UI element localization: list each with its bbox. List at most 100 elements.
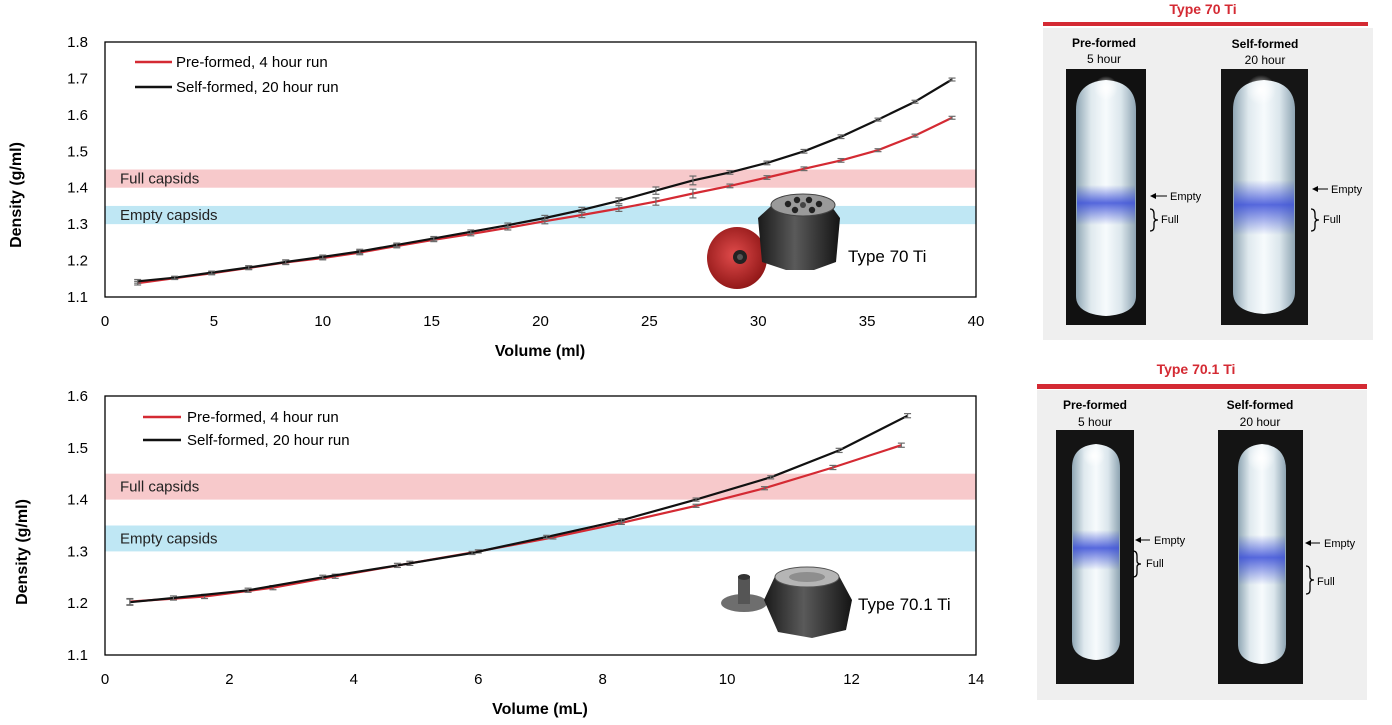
legend-0: Pre-formed, 4 hour run Self-formed, 20 h… [135, 54, 339, 96]
legend-label-preformed-0: Pre-formed, 4 hour run [176, 54, 328, 71]
tube-annotation-0-1: Empty Full [1310, 184, 1363, 232]
x-tick-label: 15 [423, 313, 440, 330]
legend-label-selfformed-0: Self-formed, 20 hour run [176, 79, 339, 96]
photo-panel-title-1: Type 70.1 Ti [1157, 361, 1236, 377]
data-point-selfformed [904, 413, 912, 419]
full-label-0-0: Full [1161, 214, 1179, 226]
plot-frame-0 [104, 41, 977, 298]
x-axis-label-1: Volume (mL) [492, 701, 588, 718]
x-tick-label: 5 [210, 313, 218, 330]
data-point-selfformed [726, 169, 734, 175]
x-tick-label: 14 [968, 671, 985, 688]
x-tick-label: 4 [350, 671, 358, 688]
photo-panel-type701ti: Type 70.1 Ti Pre-formed 5 hour Self-form… [1037, 361, 1367, 700]
x-ticks-0: 0 5 10 15 20 25 30 35 40 [101, 313, 985, 330]
photo-panel-title-rule-1 [1037, 384, 1367, 389]
data-point-selfformed [504, 222, 512, 229]
dark-rotor-70-1-body-icon [764, 574, 852, 638]
full-capsids-band-1 [105, 473, 976, 500]
rotor-spindle-icon [738, 576, 750, 604]
data-point-preformed [763, 175, 771, 180]
data-point-selfformed [835, 447, 843, 454]
full-capsids-label-1: Full capsids [120, 479, 199, 496]
data-point-selfformed [208, 270, 216, 275]
x-tick-label: 20 [532, 313, 549, 330]
y-axis-label-1: Density (g/ml) [14, 499, 31, 605]
arrow-left-icon [1305, 540, 1311, 546]
data-point-selfformed [541, 214, 549, 222]
data-point-selfformed [468, 550, 476, 556]
band-layer-0: Full capsids Empty capsids [105, 169, 976, 225]
tube-photo-0-1 [1221, 69, 1308, 325]
y-tick-label: 1.1 [67, 289, 88, 306]
tube-0-1-name: Self-formed [1232, 37, 1299, 51]
data-point-selfformed [543, 534, 551, 540]
data-point-selfformed [617, 518, 625, 523]
data-point-selfformed [578, 206, 586, 214]
data-point-selfformed [282, 259, 290, 265]
empty-label-0-0: Empty [1170, 191, 1202, 203]
y-tick-label: 1.3 [67, 216, 88, 233]
data-point-selfformed [874, 117, 882, 122]
tube-annotation-1-0: Empty Full [1132, 535, 1186, 578]
data-point-selfformed [430, 235, 438, 241]
x-ticks-1: 0 2 4 6 8 10 12 14 [101, 671, 985, 688]
x-tick-label: 35 [859, 313, 876, 330]
y-tick-label: 1.4 [67, 180, 88, 197]
y-tick-label: 1.1 [67, 647, 88, 664]
tube-0-1-time: 20 hour [1245, 53, 1286, 67]
data-point-selfformed [134, 278, 142, 284]
rotor-type701ti-image [721, 566, 852, 638]
data-point-selfformed [169, 595, 177, 601]
tube-annotation-1-1: Empty Full [1305, 538, 1356, 595]
series-layer-1 [126, 413, 912, 606]
data-point-selfformed [244, 587, 252, 593]
tube-0-0-time: 5 hour [1087, 52, 1121, 66]
data-point-preformed [829, 464, 837, 471]
y-tick-label: 1.2 [67, 595, 88, 612]
rotor-label-0: Type 70 Ti [848, 247, 926, 266]
data-point-selfformed [171, 275, 179, 280]
x-tick-label: 25 [641, 313, 658, 330]
x-tick-label: 0 [101, 313, 109, 330]
data-point-selfformed [356, 248, 364, 255]
y-ticks-1: 1.1 1.2 1.3 1.4 1.5 1.6 [67, 388, 88, 664]
empty-label-1-1: Empty [1324, 538, 1356, 550]
data-point-preformed [911, 133, 919, 138]
x-tick-label: 6 [474, 671, 482, 688]
x-tick-label: 10 [719, 671, 736, 688]
data-point-preformed [948, 115, 956, 120]
data-point-selfformed [948, 77, 956, 82]
data-point-preformed [874, 148, 882, 153]
x-tick-label: 2 [225, 671, 233, 688]
tube-1-1-time: 20 hour [1240, 415, 1281, 429]
data-point-selfformed [652, 186, 660, 195]
bracket-icon [1132, 550, 1142, 578]
y-tick-label: 1.5 [67, 143, 88, 160]
full-capsids-label-0: Full capsids [120, 171, 199, 188]
arrow-left-icon [1312, 186, 1318, 192]
tube-1-1-name: Self-formed [1227, 398, 1294, 412]
photo-panel-type70ti: Type 70 Ti Pre-formed 5 hour Self-formed… [1043, 1, 1373, 340]
plot-frame-1 [104, 395, 977, 656]
x-tick-label: 8 [599, 671, 607, 688]
x-tick-label: 40 [968, 313, 985, 330]
legend-label-preformed-1: Pre-formed, 4 hour run [187, 409, 339, 426]
photo-panel-title-rule-0 [1043, 22, 1368, 26]
tube-photo-1-1 [1218, 430, 1303, 684]
series-line-selfformed-1 [129, 414, 909, 604]
data-point-selfformed [767, 475, 775, 480]
y-tick-label: 1.8 [67, 34, 88, 51]
data-point-selfformed [126, 598, 134, 606]
data-point-selfformed [800, 148, 808, 154]
x-tick-label: 12 [843, 671, 860, 688]
tube-photo-1-0 [1056, 430, 1134, 684]
arrow-left-icon [1135, 537, 1141, 543]
empty-label-1-0: Empty [1154, 535, 1186, 547]
arrow-left-icon [1150, 193, 1156, 199]
y-tick-label: 1.5 [67, 440, 88, 457]
bracket-icon [1310, 208, 1320, 232]
data-point-preformed [897, 442, 905, 448]
data-point-preformed [837, 157, 845, 163]
